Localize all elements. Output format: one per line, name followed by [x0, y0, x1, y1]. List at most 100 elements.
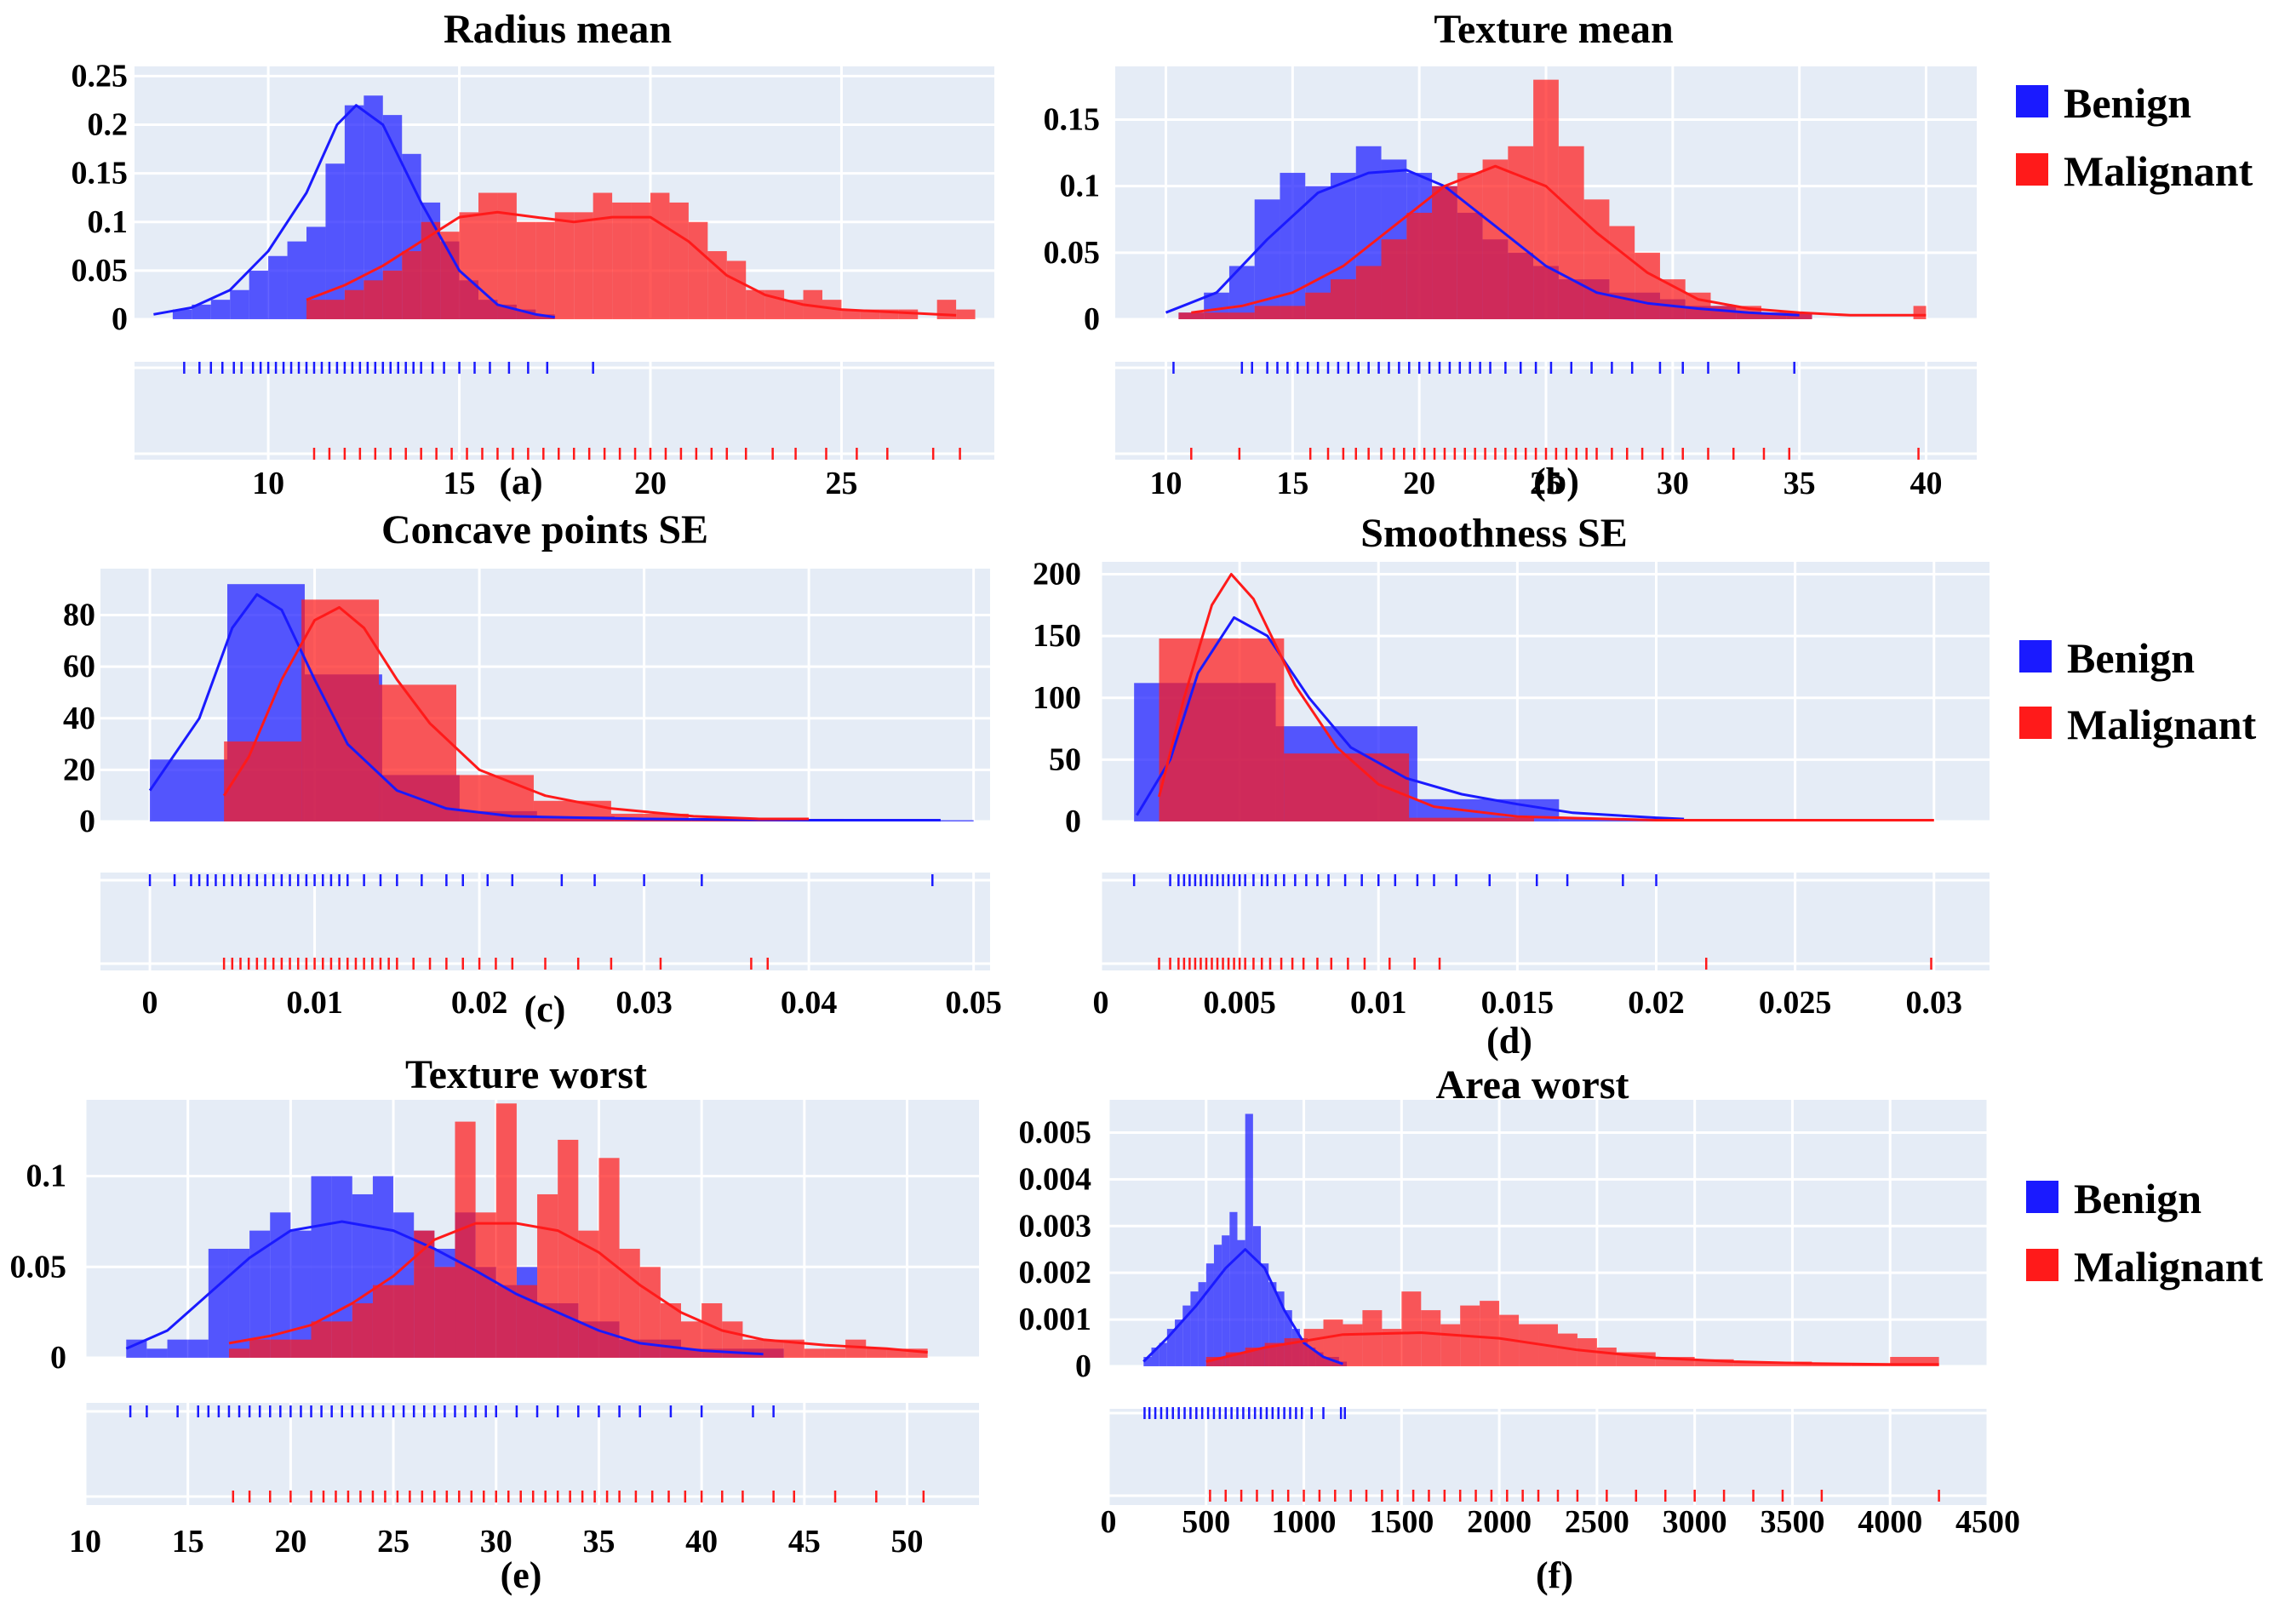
- x-tick-label: 3000: [1663, 1504, 1727, 1540]
- legend-swatch-malignant: [2016, 153, 2048, 186]
- y-tick-label: 0.004: [1019, 1161, 1092, 1197]
- y-tick-label: 0.05: [72, 253, 129, 289]
- chart-panel-5: 10 15 20 25 30 35 40 45 50 0 0.05 0.1 Texture worst (…: [10, 1052, 979, 1596]
- hist-bar-benign: [1237, 1239, 1245, 1366]
- hist-bar-malignant: [746, 289, 765, 319]
- hist-bar-malignant: [475, 1212, 496, 1358]
- hist-bar-benign: [1143, 1357, 1152, 1366]
- hist-bar-malignant: [804, 1348, 825, 1358]
- panel-label: (e): [501, 1554, 542, 1596]
- hist-bar-malignant: [824, 1348, 846, 1358]
- hist-bar-malignant: [1264, 1342, 1285, 1366]
- y-tick-label: 0.1: [26, 1159, 67, 1194]
- legend-label-benign: Benign: [2067, 634, 2195, 682]
- hist-bar-benign: [382, 115, 403, 319]
- hist-bar-malignant: [598, 1158, 620, 1358]
- hist-bar-benign: [1268, 1282, 1277, 1366]
- hist-bar-benign: [306, 226, 326, 319]
- x-tick-label: 500: [1182, 1504, 1230, 1540]
- hist-bar-malignant: [841, 309, 861, 319]
- x-tick-label: 30: [480, 1524, 512, 1560]
- hist-bar-malignant: [956, 309, 976, 319]
- legend-label-malignant: Malignant: [2067, 701, 2257, 748]
- hist-bar-malignant: [440, 232, 460, 319]
- hist-bar-benign: [249, 270, 269, 319]
- hist-bar-benign: [1222, 1235, 1230, 1366]
- hist-bar-malignant: [1421, 1310, 1441, 1366]
- hist-bar-benign: [1280, 173, 1306, 319]
- rug-area: [135, 362, 994, 460]
- hist-bar-malignant: [270, 1339, 291, 1358]
- y-tick-label: 0: [112, 301, 128, 337]
- hist-bar-malignant: [1533, 79, 1559, 319]
- kde-curve-malignant: [306, 210, 957, 317]
- x-tick-label: 0.05: [945, 985, 1002, 1021]
- kde-curve-benign: [1142, 1248, 1344, 1365]
- hist-bar-malignant: [1583, 199, 1610, 319]
- hist-bar-malignant: [290, 1339, 312, 1358]
- y-tick-label: 60: [63, 649, 95, 684]
- hist-bar-benign: [1245, 1113, 1253, 1366]
- hist-bar-benign: [208, 1248, 229, 1358]
- hist-bar-malignant: [1331, 279, 1356, 319]
- hist-bar-malignant: [1913, 306, 1927, 319]
- hist-bar-malignant: [455, 1121, 476, 1358]
- hist-bar-benign: [268, 255, 288, 319]
- hist-bar-malignant: [537, 1193, 558, 1358]
- chart-panel-2: 10 15 20 25 30 35 40 0 0.05 0.1 0.15 Texture mean (b…: [1044, 7, 1977, 502]
- hist-bar-malignant: [331, 1321, 352, 1358]
- hist-bar-malignant: [306, 300, 326, 319]
- hist-bar-malignant: [1343, 1324, 1363, 1366]
- x-tick-label: 40: [1910, 466, 1942, 501]
- hist-bar-malignant: [495, 1103, 517, 1358]
- x-tick-label: 30: [1657, 466, 1689, 501]
- hist-bar-benign: [146, 1348, 168, 1358]
- hist-bar-benign: [150, 759, 228, 821]
- hist-bar-malignant: [311, 1321, 332, 1358]
- x-tick-label: 0.02: [451, 985, 508, 1021]
- hist-bar-malignant: [879, 309, 899, 319]
- hist-bar-malignant: [1305, 292, 1331, 319]
- legend-swatch-malignant: [2019, 707, 2052, 739]
- x-tick-label: 35: [1784, 466, 1816, 501]
- x-tick-label: 50: [891, 1524, 924, 1560]
- y-tick-label: 0.25: [72, 58, 129, 94]
- hist-bar-malignant: [1382, 1329, 1402, 1366]
- hist-bar-malignant: [1457, 173, 1483, 319]
- panel-label: (d): [1486, 1020, 1532, 1062]
- hist-bar-benign: [1190, 1291, 1199, 1366]
- hist-bar-malignant: [1596, 1348, 1617, 1366]
- chart-title: Concave points SE: [381, 507, 708, 552]
- hist-bar-malignant: [763, 1339, 784, 1358]
- hist-bar-benign: [1229, 1211, 1238, 1366]
- hist-bar-malignant: [610, 813, 689, 821]
- hist-bar-benign: [210, 300, 231, 319]
- x-tick-label: 20: [1403, 466, 1435, 501]
- x-tick-label: 0.025: [1759, 985, 1832, 1021]
- x-tick-label: 0.005: [1203, 985, 1276, 1021]
- hist-bar-benign: [1252, 1226, 1262, 1366]
- y-tick-label: 0.1: [88, 204, 129, 240]
- hist-bar-malignant: [301, 599, 380, 821]
- hist-bar-malignant: [907, 1348, 928, 1358]
- hist-bar-malignant: [1519, 1324, 1539, 1366]
- hist-bar-malignant: [1254, 306, 1280, 319]
- x-tick-label: 3500: [1760, 1504, 1824, 1540]
- hist-bar-malignant: [574, 212, 593, 319]
- x-tick-label: 20: [634, 466, 667, 501]
- kde-curve-malignant: [1191, 164, 1927, 317]
- hist-bar-malignant: [1280, 306, 1306, 319]
- chart-title: Radius mean: [444, 7, 672, 52]
- hist-bar-malignant: [845, 1339, 867, 1358]
- hist-bar-benign: [1151, 1348, 1159, 1366]
- y-tick-label: 40: [63, 701, 95, 736]
- rug-area: [1101, 873, 1990, 970]
- hist-bar-malignant: [352, 1302, 373, 1358]
- kde-curve-benign: [125, 1220, 764, 1356]
- hist-bar-malignant: [535, 221, 555, 319]
- hist-bar-malignant: [612, 202, 632, 319]
- x-tick-label: 0: [142, 985, 158, 1021]
- rug-area: [1108, 1409, 1988, 1505]
- y-tick-label: 0: [79, 804, 95, 839]
- chart-panel-4: 0 0.005 0.01 0.015 0.02 0.025 0.03 0 50 100 150 200…: [1033, 511, 1990, 1062]
